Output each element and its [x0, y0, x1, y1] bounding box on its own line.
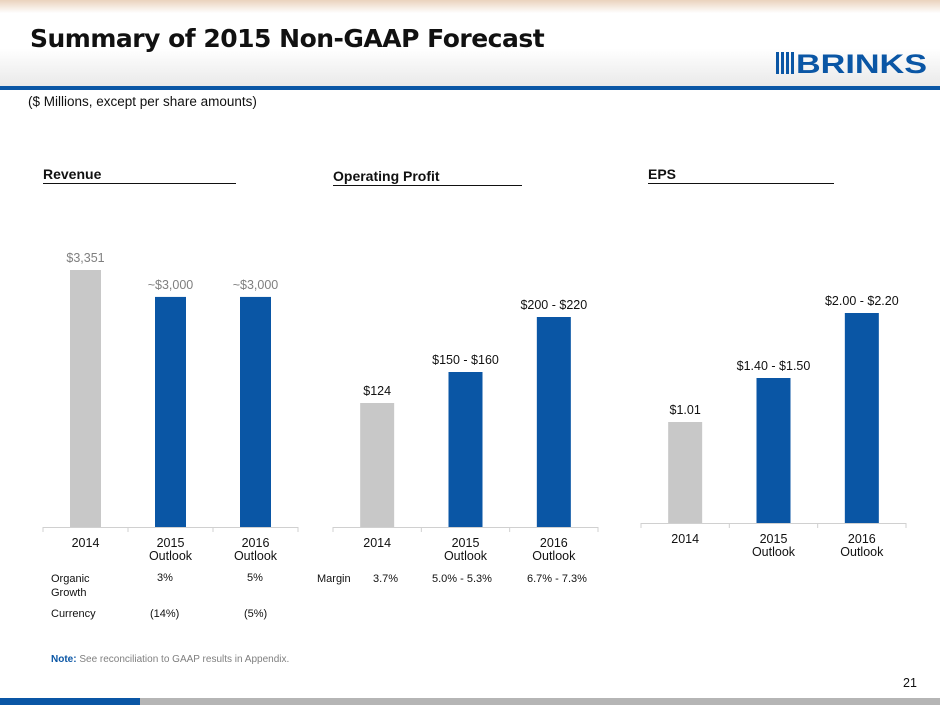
- bar-2015-outlook: [756, 378, 791, 523]
- bar-2015-outlook: [448, 372, 483, 527]
- brinks-logo: BRINKS: [776, 50, 927, 76]
- operating-profit-title: Operating Profit: [333, 168, 522, 186]
- data-label: $124: [363, 384, 391, 398]
- data-label: $200 - $220: [520, 298, 587, 312]
- currency-2015: (14%): [150, 608, 180, 620]
- organic-growth-2015: 3%: [157, 572, 173, 584]
- tick-label: 2015: [157, 536, 185, 550]
- data-label: $1.01: [670, 403, 701, 417]
- organic-growth-label: Organic Growth: [51, 573, 90, 599]
- tick-label: 2016: [848, 532, 876, 546]
- margin-2014: 3.7%: [373, 573, 399, 585]
- data-label: $1.40 - $1.50: [737, 359, 811, 373]
- organic-growth-2016: 5%: [247, 572, 263, 584]
- margin-2016: 6.7% - 7.3%: [527, 573, 587, 585]
- tick-label: 2016: [540, 536, 568, 550]
- tick-label: Outlook: [840, 545, 884, 559]
- data-label: $150 - $160: [432, 353, 499, 367]
- tick-label: 2015: [452, 536, 480, 550]
- bar-2014: [360, 403, 395, 527]
- bar-2014: [668, 422, 703, 523]
- tick-label: Outlook: [532, 549, 576, 563]
- logo-text: BRINKS: [796, 50, 927, 76]
- bar-2016-outlook: [240, 296, 271, 527]
- data-label: $2.00 - $2.20: [825, 294, 899, 308]
- tick-label: Outlook: [752, 545, 796, 559]
- revenue-chart: $3,3512014~$3,0002015Outlook~$3,0002016O…: [42, 251, 299, 563]
- bar-2014: [70, 270, 101, 527]
- bar-2015-outlook: [155, 296, 186, 527]
- tick-label: Outlook: [444, 549, 488, 563]
- data-label: ~$3,000: [233, 278, 279, 292]
- tick-label: 2014: [671, 532, 699, 546]
- tick-label: 2014: [363, 536, 391, 550]
- header-rule: [0, 86, 940, 90]
- eps-title: EPS: [648, 166, 834, 184]
- currency-label: Currency: [51, 608, 96, 620]
- revenue-title: Revenue: [43, 166, 236, 184]
- tick-label: Outlook: [234, 549, 278, 563]
- data-label: ~$3,000: [148, 278, 194, 292]
- bar-2016-outlook: [844, 313, 879, 523]
- currency-2016: (5%): [244, 608, 268, 620]
- slide-title: Summary of 2015 Non-GAAP Forecast: [30, 24, 545, 53]
- data-label: $3,351: [66, 251, 104, 265]
- tick-label: Outlook: [149, 549, 193, 563]
- tick-label: 2015: [760, 532, 788, 546]
- margin-label: Margin: [317, 573, 351, 585]
- tick-label: 2014: [72, 536, 100, 550]
- footnote: Note: See reconciliation to GAAP results…: [51, 654, 290, 665]
- footer-band: [140, 698, 940, 705]
- margin-2015: 5.0% - 5.3%: [432, 573, 492, 585]
- page-number: 21: [903, 676, 917, 690]
- subtitle: ($ Millions, except per share amounts): [28, 94, 257, 109]
- bar-2016-outlook: [536, 317, 571, 527]
- tick-label: 2016: [242, 536, 270, 550]
